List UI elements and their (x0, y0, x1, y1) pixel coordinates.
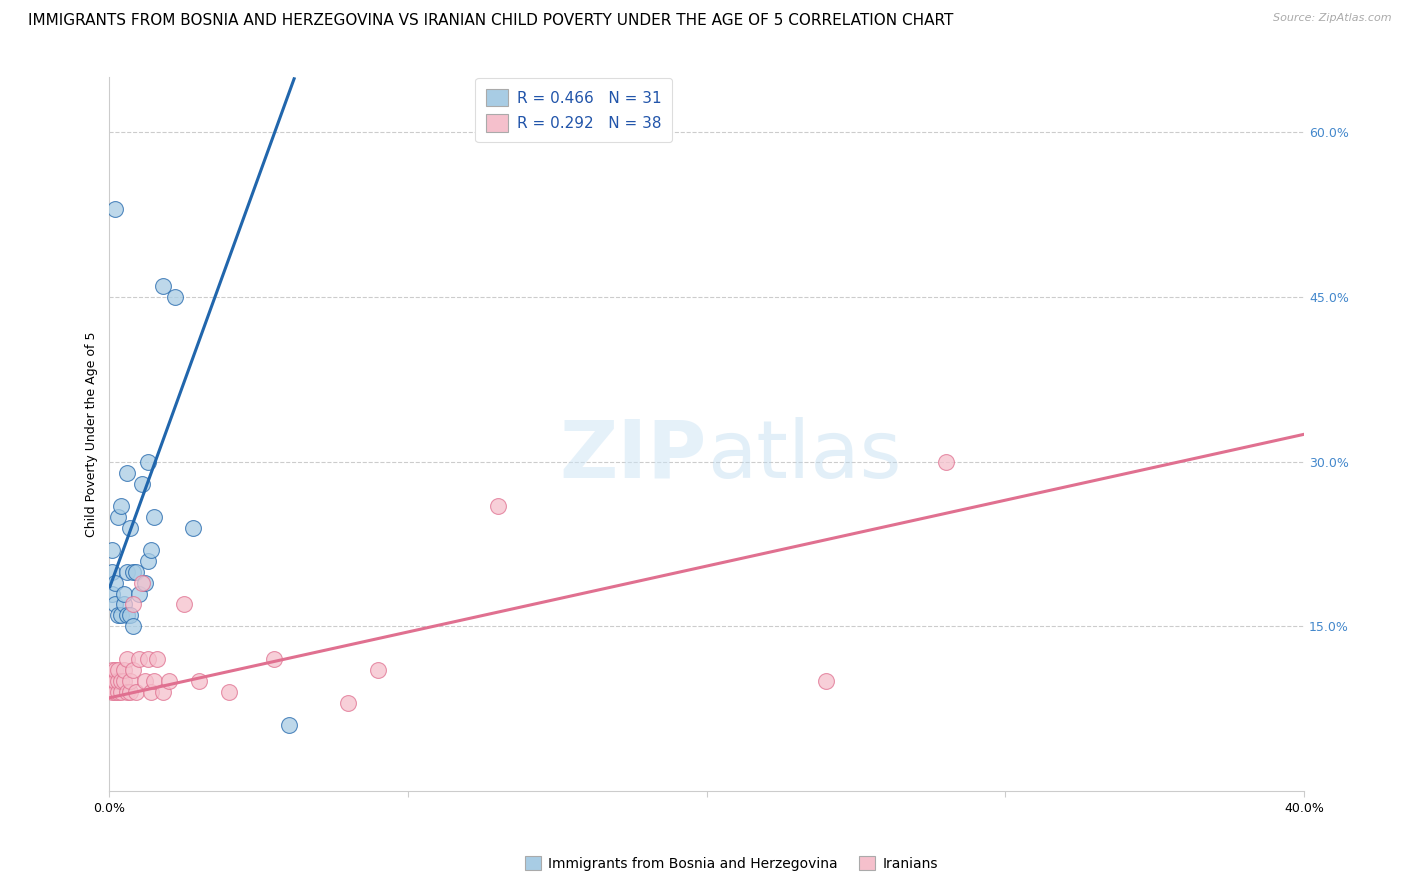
Point (107, 674, 129, 689)
Point (120, 674, 142, 689)
Point (152, 279, 174, 293)
Point (935, 455, 957, 469)
Point (110, 674, 132, 689)
Point (173, 598, 195, 612)
Text: ZIP: ZIP (560, 417, 707, 495)
Point (141, 685, 163, 699)
Point (125, 565, 148, 579)
Point (107, 608, 129, 623)
Point (131, 575, 153, 590)
Point (134, 575, 156, 590)
Point (101, 674, 124, 689)
Point (101, 586, 124, 600)
Point (181, 521, 204, 535)
Point (143, 674, 166, 689)
Point (112, 664, 135, 678)
Point (337, 696, 360, 710)
Point (136, 553, 159, 567)
Point (218, 685, 240, 699)
Point (134, 674, 156, 689)
Point (104, 685, 127, 699)
Point (165, 290, 187, 304)
Point (131, 476, 153, 491)
Point (136, 652, 159, 666)
Text: Source: ZipAtlas.com: Source: ZipAtlas.com (1274, 13, 1392, 23)
Point (101, 664, 124, 678)
Point (122, 565, 145, 579)
Point (367, 664, 389, 678)
Point (107, 685, 129, 699)
Point (120, 521, 142, 535)
Point (104, 202, 127, 217)
Point (117, 608, 139, 623)
Point (136, 455, 159, 469)
Point (101, 542, 124, 557)
Point (110, 685, 132, 699)
Point (152, 685, 174, 699)
Point (104, 598, 127, 612)
Point (101, 565, 124, 579)
Point (107, 664, 129, 678)
Point (107, 509, 129, 524)
Point (117, 565, 139, 579)
Point (128, 652, 150, 666)
Point (815, 674, 838, 689)
Point (125, 685, 148, 699)
Point (122, 664, 145, 678)
Point (141, 542, 163, 557)
Point (117, 652, 139, 666)
Text: IMMIGRANTS FROM BOSNIA AND HERZEGOVINA VS IRANIAN CHILD POVERTY UNDER THE AGE OF: IMMIGRANTS FROM BOSNIA AND HERZEGOVINA V… (28, 13, 953, 29)
Point (122, 598, 145, 612)
Point (120, 685, 142, 699)
Point (146, 652, 169, 666)
Legend: R = 0.466   N = 31, R = 0.292   N = 38: R = 0.466 N = 31, R = 0.292 N = 38 (475, 78, 672, 142)
Point (120, 608, 142, 623)
Point (104, 664, 127, 678)
Point (110, 499, 132, 513)
Legend: Immigrants from Bosnia and Herzegovina, Iranians: Immigrants from Bosnia and Herzegovina, … (519, 850, 943, 876)
Point (143, 509, 166, 524)
Point (104, 674, 127, 689)
Point (122, 619, 145, 633)
Point (117, 466, 139, 480)
Point (277, 718, 299, 732)
Point (112, 586, 135, 600)
Point (101, 685, 124, 699)
Point (112, 674, 135, 689)
Point (188, 674, 211, 689)
Point (263, 652, 285, 666)
Point (486, 499, 509, 513)
Point (117, 685, 139, 699)
Point (110, 608, 132, 623)
Text: atlas: atlas (707, 417, 901, 495)
Point (104, 575, 127, 590)
Y-axis label: Child Poverty Under the Age of 5: Child Poverty Under the Age of 5 (86, 332, 98, 537)
Point (112, 598, 135, 612)
Point (157, 674, 180, 689)
Point (128, 586, 150, 600)
